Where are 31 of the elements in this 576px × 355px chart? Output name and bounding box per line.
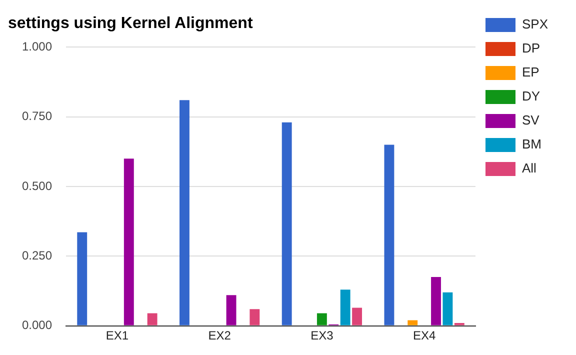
chart-title: settings using Kernel Alignment [8, 15, 254, 32]
x-tick-label: EX4 [412, 328, 436, 342]
legend-label: BM [522, 136, 542, 152]
bar [77, 232, 88, 326]
legend-label: SV [522, 112, 540, 128]
y-tick-label: 1.000 [22, 40, 52, 54]
y-tick-label: 0.750 [22, 109, 52, 124]
bar [226, 295, 236, 326]
bar [250, 309, 260, 326]
legend-label: SPX [522, 16, 548, 32]
x-tick-label: EX2 [208, 328, 232, 342]
bar [180, 100, 190, 326]
x-tick-label: EX3 [310, 328, 334, 342]
bar [442, 292, 453, 326]
legend-label: DP [522, 40, 540, 56]
bar [316, 313, 327, 326]
y-tick-label: 0.000 [22, 318, 52, 332]
y-tick-label: 0.500 [22, 178, 52, 193]
bar [384, 144, 394, 326]
bar [282, 122, 292, 326]
legend-label: DY [522, 88, 540, 104]
bar [147, 313, 158, 326]
bar [124, 158, 134, 326]
bar [352, 308, 362, 326]
y-tick-label: 0.250 [22, 248, 52, 262]
legend-label: All [522, 160, 537, 176]
legend-label: EP [522, 64, 540, 80]
bar [340, 290, 350, 326]
bar [431, 277, 441, 326]
bar [408, 320, 418, 326]
x-tick-label: EX1 [106, 328, 129, 342]
